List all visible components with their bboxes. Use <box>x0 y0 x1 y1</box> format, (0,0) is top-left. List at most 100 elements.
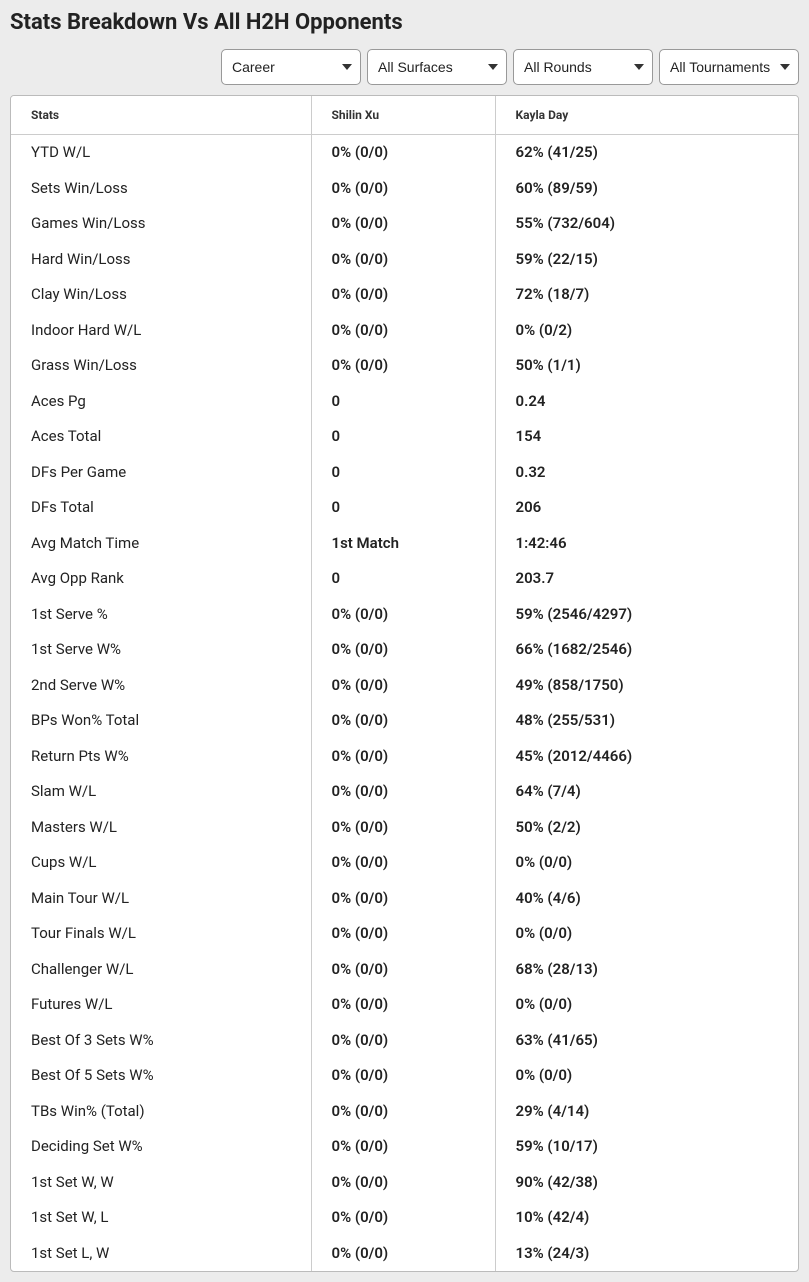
player1-value: 0% (0/0) <box>311 810 495 846</box>
player2-value: 154 <box>495 419 798 455</box>
table-row: 1st Set L, W0% (0/0)13% (24/3) <box>11 1236 798 1272</box>
rounds-select[interactable]: All Rounds <box>513 49 653 85</box>
player1-value: 0% (0/0) <box>311 1094 495 1130</box>
player1-value: 0% (0/0) <box>311 952 495 988</box>
table-row: DFs Per Game00.32 <box>11 455 798 491</box>
player1-value: 0% (0/0) <box>311 987 495 1023</box>
table-row: 1st Serve W%0% (0/0)66% (1682/2546) <box>11 632 798 668</box>
table-row: 1st Serve %0% (0/0)59% (2546/4297) <box>11 597 798 633</box>
stat-label: Deciding Set W% <box>11 1129 311 1165</box>
stat-label: Slam W/L <box>11 774 311 810</box>
table-row: Clay Win/Loss0% (0/0)72% (18/7) <box>11 277 798 313</box>
header-stats: Stats <box>11 96 311 135</box>
player2-value: 0.24 <box>495 384 798 420</box>
player2-value: 59% (2546/4297) <box>495 597 798 633</box>
table-row: Grass Win/Loss0% (0/0)50% (1/1) <box>11 348 798 384</box>
player2-value: 48% (255/531) <box>495 703 798 739</box>
player2-value: 66% (1682/2546) <box>495 632 798 668</box>
table-row: Best Of 3 Sets W%0% (0/0)63% (41/65) <box>11 1023 798 1059</box>
table-row: Slam W/L0% (0/0)64% (7/4) <box>11 774 798 810</box>
stat-label: Clay Win/Loss <box>11 277 311 313</box>
player2-value: 40% (4/6) <box>495 881 798 917</box>
stat-label: Return Pts W% <box>11 739 311 775</box>
table-row: DFs Total0206 <box>11 490 798 526</box>
player2-value: 55% (732/604) <box>495 206 798 242</box>
table-row: 2nd Serve W%0% (0/0)49% (858/1750) <box>11 668 798 704</box>
player1-value: 0% (0/0) <box>311 916 495 952</box>
table-row: Best Of 5 Sets W%0% (0/0)0% (0/0) <box>11 1058 798 1094</box>
stats-table-container: Stats Shilin Xu Kayla Day YTD W/L0% (0/0… <box>10 95 799 1272</box>
player1-value: 0% (0/0) <box>311 597 495 633</box>
player2-value: 13% (24/3) <box>495 1236 798 1272</box>
table-row: 1st Set W, W0% (0/0)90% (42/38) <box>11 1165 798 1201</box>
table-row: Avg Match Time1st Match1:42:46 <box>11 526 798 562</box>
player2-value: 64% (7/4) <box>495 774 798 810</box>
table-row: BPs Won% Total0% (0/0)48% (255/531) <box>11 703 798 739</box>
player1-value: 0% (0/0) <box>311 277 495 313</box>
stat-label: DFs Total <box>11 490 311 526</box>
stat-label: 1st Set W, L <box>11 1200 311 1236</box>
stat-label: Masters W/L <box>11 810 311 846</box>
player1-value: 0% (0/0) <box>311 1058 495 1094</box>
player2-value: 0% (0/0) <box>495 845 798 881</box>
stat-label: Challenger W/L <box>11 952 311 988</box>
player1-value: 0 <box>311 455 495 491</box>
table-row: TBs Win% (Total)0% (0/0)29% (4/14) <box>11 1094 798 1130</box>
table-row: Avg Opp Rank0203.7 <box>11 561 798 597</box>
header-player2: Kayla Day <box>495 96 798 135</box>
table-row: Tour Finals W/L0% (0/0)0% (0/0) <box>11 916 798 952</box>
player2-value: 10% (42/4) <box>495 1200 798 1236</box>
player1-value: 0% (0/0) <box>311 206 495 242</box>
player2-value: 59% (10/17) <box>495 1129 798 1165</box>
career-select[interactable]: Career <box>221 49 361 85</box>
header-player1: Shilin Xu <box>311 96 495 135</box>
table-row: Games Win/Loss0% (0/0)55% (732/604) <box>11 206 798 242</box>
player1-value: 0% (0/0) <box>311 171 495 207</box>
player1-value: 0 <box>311 490 495 526</box>
player2-value: 0% (0/2) <box>495 313 798 349</box>
player1-value: 0% (0/0) <box>311 348 495 384</box>
stat-label: Indoor Hard W/L <box>11 313 311 349</box>
stat-label: Sets Win/Loss <box>11 171 311 207</box>
stat-label: Avg Opp Rank <box>11 561 311 597</box>
player1-value: 0% (0/0) <box>311 703 495 739</box>
player1-value: 0% (0/0) <box>311 1200 495 1236</box>
player2-value: 63% (41/65) <box>495 1023 798 1059</box>
stat-label: Best Of 5 Sets W% <box>11 1058 311 1094</box>
player1-value: 0% (0/0) <box>311 1236 495 1272</box>
stat-label: Best Of 3 Sets W% <box>11 1023 311 1059</box>
stat-label: 2nd Serve W% <box>11 668 311 704</box>
table-row: Challenger W/L0% (0/0)68% (28/13) <box>11 952 798 988</box>
player2-value: 0% (0/0) <box>495 916 798 952</box>
player1-value: 0% (0/0) <box>311 135 495 171</box>
table-row: Hard Win/Loss0% (0/0)59% (22/15) <box>11 242 798 278</box>
table-row: Main Tour W/L0% (0/0)40% (4/6) <box>11 881 798 917</box>
table-row: Return Pts W%0% (0/0)45% (2012/4466) <box>11 739 798 775</box>
stat-label: Games Win/Loss <box>11 206 311 242</box>
player1-value: 0% (0/0) <box>311 774 495 810</box>
table-row: Aces Pg00.24 <box>11 384 798 420</box>
filter-bar: Career All Surfaces All Rounds All Tourn… <box>10 49 799 85</box>
stat-label: Aces Pg <box>11 384 311 420</box>
tournaments-select[interactable]: All Tournaments <box>659 49 799 85</box>
player1-value: 0% (0/0) <box>311 668 495 704</box>
player1-value: 0% (0/0) <box>311 1129 495 1165</box>
stat-label: Cups W/L <box>11 845 311 881</box>
stat-label: BPs Won% Total <box>11 703 311 739</box>
page-title: Stats Breakdown Vs All H2H Opponents <box>10 10 799 35</box>
stat-label: Grass Win/Loss <box>11 348 311 384</box>
player1-value: 0% (0/0) <box>311 1165 495 1201</box>
table-row: Sets Win/Loss0% (0/0)60% (89/59) <box>11 171 798 207</box>
surfaces-select[interactable]: All Surfaces <box>367 49 507 85</box>
stat-label: Hard Win/Loss <box>11 242 311 278</box>
stat-label: Futures W/L <box>11 987 311 1023</box>
player1-value: 0 <box>311 384 495 420</box>
stat-label: DFs Per Game <box>11 455 311 491</box>
table-row: Indoor Hard W/L0% (0/0)0% (0/2) <box>11 313 798 349</box>
player2-value: 90% (42/38) <box>495 1165 798 1201</box>
player1-value: 0% (0/0) <box>311 881 495 917</box>
player1-value: 0 <box>311 419 495 455</box>
player2-value: 0.32 <box>495 455 798 491</box>
table-row: YTD W/L0% (0/0)62% (41/25) <box>11 135 798 171</box>
player2-value: 1:42:46 <box>495 526 798 562</box>
